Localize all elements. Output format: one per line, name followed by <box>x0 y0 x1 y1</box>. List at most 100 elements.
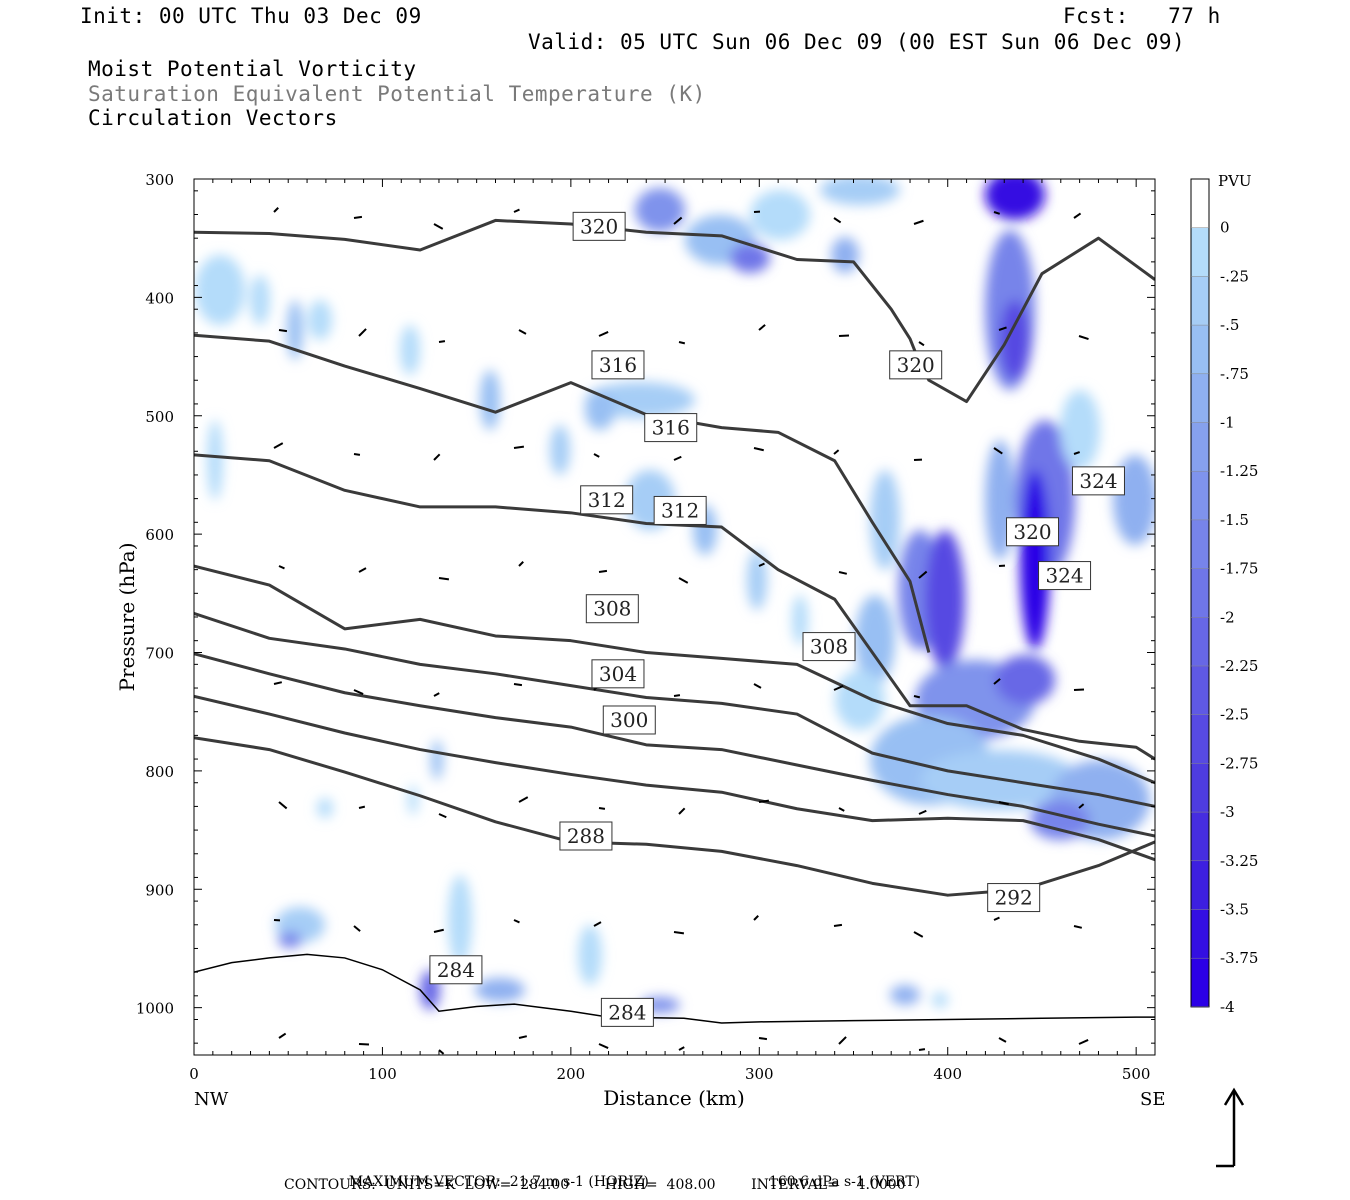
y-axis-label: Pressure (hPa) <box>115 543 139 692</box>
contour-label-box <box>602 705 656 735</box>
circulation-vector <box>358 567 367 573</box>
circulation-vector <box>753 915 759 921</box>
circulation-vector <box>273 681 283 685</box>
circulation-vector <box>1078 335 1089 341</box>
legend-theta-es: Saturation Equivalent Potential Temperat… <box>88 82 706 106</box>
max-vector-vert: 160.6 dPa s-1 (VERT) <box>760 1158 920 1190</box>
contour-label-box <box>429 955 483 985</box>
circulation-vector <box>673 931 685 935</box>
colorbar-swatch <box>1191 179 1209 229</box>
circulation-vector <box>678 577 689 584</box>
contour-label-box <box>559 821 613 851</box>
circulation-vector <box>278 801 288 810</box>
colorbar-label: -.5 <box>1220 316 1239 334</box>
colorbar-label: -1.75 <box>1220 560 1258 578</box>
contour-label-box <box>591 659 645 689</box>
circulation-vector <box>913 219 924 225</box>
contour-label: 324 <box>1045 564 1083 588</box>
circulation-vector <box>438 340 446 343</box>
legend-pv: Moist Potential Vorticity <box>88 57 417 81</box>
circulation-vector <box>673 455 682 461</box>
reference-vector-icon <box>1216 1087 1245 1168</box>
isentrope-296 <box>194 694 1155 862</box>
colorbar-label: -2.5 <box>1220 706 1249 724</box>
colorbar-swatch <box>1191 714 1209 764</box>
circulation-vector <box>358 328 367 337</box>
colorbar-swatch <box>1191 471 1209 521</box>
circulation-vector <box>518 329 527 335</box>
ground-line <box>194 953 1155 1024</box>
contour-labels: 320 320 316 316 312 312 320 324 324 308 308 304 300 2… <box>429 211 1125 1027</box>
y-tick-label: 800 <box>145 763 174 781</box>
circulation-vector <box>353 925 361 932</box>
circulation-vector <box>758 324 766 331</box>
circulation-vector <box>838 571 848 575</box>
colorbar-label: -2 <box>1220 608 1235 626</box>
circulation-vector <box>993 678 1001 685</box>
colorbar-swatch <box>1191 325 1209 375</box>
init-time: Init: 00 UTC Thu 03 Dec 09 <box>80 4 422 28</box>
x-tick-label: 300 <box>745 1065 774 1083</box>
contour-label-box <box>987 883 1041 913</box>
colorbar-label: -1.5 <box>1220 511 1249 529</box>
contour-label: 316 <box>599 353 637 377</box>
max-vector-horiz: -1 (HORIZ) <box>570 1174 649 1190</box>
contour-label-box <box>585 594 639 624</box>
circulation-vector <box>438 577 450 581</box>
contour-label: 304 <box>599 662 637 686</box>
x-tick-label: 200 <box>557 1065 586 1083</box>
y-tick-label: 400 <box>145 289 174 307</box>
circulation-vector <box>273 207 279 213</box>
contour-label-box <box>600 997 654 1027</box>
colorbar-swatch <box>1191 519 1209 570</box>
contour-label-box <box>644 413 698 443</box>
x-axis: 0 100 200 300 400 500 <box>189 179 1150 1083</box>
circulation-vector <box>673 216 683 225</box>
circulation-vector <box>353 453 361 456</box>
circulation-vector <box>598 1043 609 1049</box>
circulation-vector <box>918 570 928 579</box>
circulation-vector <box>678 1046 685 1051</box>
vert-value: 160.6 dPa s <box>768 1174 852 1190</box>
y-tick-label: 1000 <box>136 1000 174 1018</box>
x-tick-label: 400 <box>933 1065 962 1083</box>
legend-vectors: Circulation Vectors <box>88 106 338 130</box>
colorbar-label: -1 <box>1220 414 1235 432</box>
circulation-vector <box>1073 925 1083 929</box>
contour-label: 320 <box>580 214 618 238</box>
colorbar-label: -2.25 <box>1220 657 1258 675</box>
circulation-vector <box>1073 212 1082 219</box>
colorbar-swatch <box>1191 276 1209 326</box>
circulation-vector <box>433 928 444 933</box>
circulation-vector <box>513 208 520 213</box>
contour-label: 308 <box>810 635 848 659</box>
pv-shading <box>195 179 1155 1013</box>
circulation-vector <box>918 341 925 347</box>
circulation-vector <box>438 813 447 819</box>
colorbar-swatch <box>1191 422 1209 472</box>
contours-info: CONTOURS: UNITS=K LOW= 284.00 HIGH= 408.… <box>284 1177 906 1193</box>
circulation-vector <box>278 565 285 570</box>
colorbar-label: -3.75 <box>1220 949 1258 967</box>
colorbar-swatch <box>1191 909 1209 959</box>
circulation-vector <box>358 1043 370 1046</box>
contour-label-box <box>802 632 856 662</box>
circulation-vector <box>518 1035 528 1039</box>
y-tick-label: 600 <box>145 526 174 544</box>
circulation-vector <box>273 442 284 449</box>
circulation-vector <box>678 341 686 345</box>
contour-label: 324 <box>1079 469 1117 493</box>
circulation-vector <box>353 215 363 219</box>
colorbar-swatch <box>1191 373 1209 423</box>
contour-label: 320 <box>897 353 935 377</box>
circulation-vector <box>1078 1039 1089 1045</box>
circulation-vector <box>838 807 845 812</box>
x-end-right: SE <box>1140 1089 1165 1110</box>
circulation-vector <box>438 1049 445 1055</box>
y-axis: 300 400 500 600 700 800 900 1000 <box>136 171 1155 1044</box>
colorbar-swatch <box>1191 568 1209 618</box>
forecast-hour: Fcst: 77 h <box>1063 4 1221 28</box>
contour-label-box <box>1006 517 1060 547</box>
contour-label: 300 <box>610 708 648 732</box>
